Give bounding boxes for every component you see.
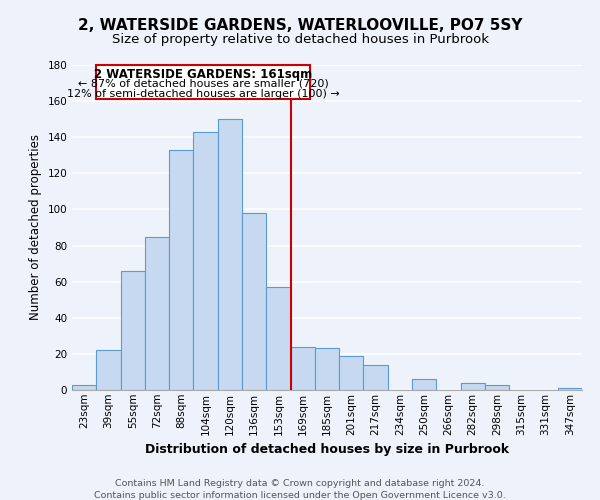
Bar <box>558 388 582 390</box>
Bar <box>193 132 218 390</box>
Text: Contains HM Land Registry data © Crown copyright and database right 2024.: Contains HM Land Registry data © Crown c… <box>115 480 485 488</box>
Text: Size of property relative to detached houses in Purbrook: Size of property relative to detached ho… <box>112 32 488 46</box>
Bar <box>290 346 315 390</box>
Bar <box>72 384 96 390</box>
Text: 12% of semi-detached houses are larger (100) →: 12% of semi-detached houses are larger (… <box>67 90 340 100</box>
Text: Contains public sector information licensed under the Open Government Licence v3: Contains public sector information licen… <box>94 490 506 500</box>
Bar <box>315 348 339 390</box>
Bar <box>96 350 121 390</box>
X-axis label: Distribution of detached houses by size in Purbrook: Distribution of detached houses by size … <box>145 443 509 456</box>
FancyBboxPatch shape <box>96 65 310 100</box>
Text: ← 87% of detached houses are smaller (720): ← 87% of detached houses are smaller (72… <box>78 78 329 88</box>
Bar <box>218 119 242 390</box>
Bar <box>145 236 169 390</box>
Text: 2 WATERSIDE GARDENS: 161sqm: 2 WATERSIDE GARDENS: 161sqm <box>94 68 312 80</box>
Bar <box>169 150 193 390</box>
Bar <box>364 364 388 390</box>
Text: 2, WATERSIDE GARDENS, WATERLOOVILLE, PO7 5SY: 2, WATERSIDE GARDENS, WATERLOOVILLE, PO7… <box>78 18 522 32</box>
Bar <box>121 271 145 390</box>
Y-axis label: Number of detached properties: Number of detached properties <box>29 134 42 320</box>
Bar <box>485 384 509 390</box>
Bar <box>412 379 436 390</box>
Bar <box>266 287 290 390</box>
Bar <box>339 356 364 390</box>
Bar <box>242 213 266 390</box>
Bar <box>461 383 485 390</box>
